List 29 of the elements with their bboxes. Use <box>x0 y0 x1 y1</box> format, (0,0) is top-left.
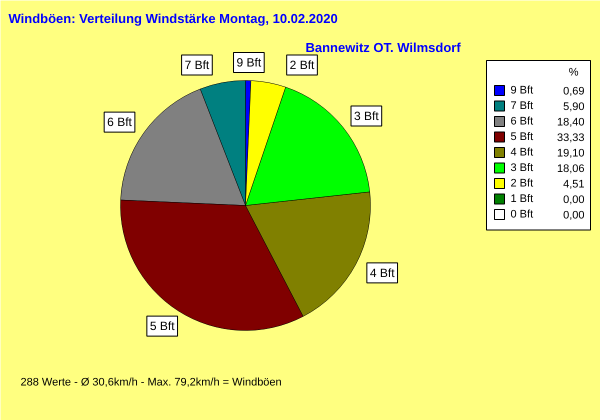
data-label: 4,51 <box>563 178 585 190</box>
slice-label: 6 Bft <box>107 115 133 130</box>
data-label: 18,06 <box>556 163 585 175</box>
data-label: 33,33 <box>556 132 585 144</box>
slice-label: 9 Bft <box>236 56 262 70</box>
text: 0,00 <box>563 210 585 222</box>
slice-label: 7 Bft <box>184 58 210 72</box>
legend-label: 6 Bft <box>510 116 534 128</box>
legend-title: % <box>568 66 579 78</box>
legend-label: 5 Bft <box>510 131 534 143</box>
text: 0,00 <box>563 194 585 206</box>
data-label: 19,10 <box>556 148 585 160</box>
legend-label: 4 Bft <box>510 146 534 158</box>
chart-subtitle: Bannewitz OT. Wilmsdorf <box>306 40 462 55</box>
legend-label: 1 Bft <box>510 193 534 205</box>
slice-label: 3 Bft <box>354 108 380 123</box>
legend-label: 0 Bft <box>510 208 534 220</box>
legend-label: 7 Bft <box>510 100 534 112</box>
legend-label: 2 Bft <box>510 178 534 190</box>
data-label: 0,69 <box>563 86 585 98</box>
slice-label: 4 Bft <box>370 266 396 280</box>
chart-title: Windböen: Verteilung Windstärke Montag, 10.02.2020 <box>8 11 338 26</box>
legend-label: 9 Bft <box>510 84 534 96</box>
slice-label: 5 Bft <box>150 319 176 334</box>
data-label: 5,90 <box>563 101 585 113</box>
legend-label: 3 Bft <box>510 162 534 174</box>
data-label: 18,40 <box>556 116 585 128</box>
slice-label: 2 Bft <box>290 58 316 72</box>
text: 288 Werte - Ø 30,6km/h - Max. 79,2km/h = Windböen <box>20 376 282 388</box>
